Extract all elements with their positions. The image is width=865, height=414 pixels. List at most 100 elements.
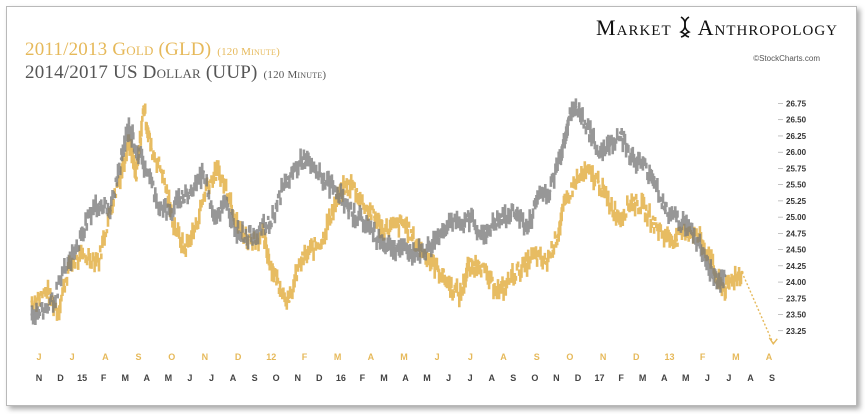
x-month-label-gold: O bbox=[566, 352, 573, 362]
gold-point bbox=[320, 238, 325, 242]
projection-arrowhead bbox=[768, 337, 778, 345]
gold-point bbox=[458, 293, 462, 297]
gold-point bbox=[160, 170, 164, 174]
usd-point bbox=[30, 312, 34, 317]
usd-point bbox=[224, 202, 228, 206]
stockcharts-credit: ©StockCharts.com bbox=[753, 54, 820, 63]
x-month-label-usd: A bbox=[747, 373, 754, 383]
x-month-label-usd: M bbox=[682, 373, 690, 383]
x-month-label-gold: D bbox=[235, 352, 242, 362]
gold-point bbox=[268, 260, 272, 265]
brand-right: Anthropology bbox=[697, 15, 838, 40]
usd-point bbox=[391, 244, 395, 248]
usd-point bbox=[190, 189, 194, 193]
x-month-label-gold: M bbox=[732, 352, 740, 362]
gold-point bbox=[373, 215, 377, 219]
gold-point bbox=[380, 228, 384, 232]
usd-point bbox=[268, 222, 272, 226]
chart-plot: 23.25 23.50 23.75 24.00 24.25 24.50 24.75 25.00… bbox=[30, 98, 807, 383]
x-month-label-gold: M bbox=[400, 352, 408, 362]
usd-point bbox=[641, 163, 645, 167]
plot-area bbox=[30, 98, 778, 345]
usd-point bbox=[335, 189, 340, 193]
usd-point bbox=[145, 170, 150, 174]
x-month-label-gold: A bbox=[766, 352, 773, 362]
usd-point bbox=[715, 280, 720, 284]
usd-point bbox=[235, 228, 239, 232]
x-month-label-gold: F bbox=[302, 352, 308, 362]
x-month-label-usd: A bbox=[661, 373, 668, 383]
gold-point bbox=[585, 170, 589, 174]
x-axis-months-usd: N D 15 F M A M J J A S O N D 16 F M A M J J A S O N D 17 F M A M J J A S bbox=[36, 373, 775, 383]
gold-point bbox=[183, 247, 187, 252]
usd-point bbox=[257, 228, 261, 232]
y-tick-label: 24.00 bbox=[786, 278, 807, 287]
usd-point bbox=[514, 209, 518, 213]
gold-point bbox=[477, 260, 481, 265]
y-tick-label: 24.75 bbox=[786, 229, 807, 238]
y-tick-label: 24.50 bbox=[786, 246, 807, 255]
x-month-label-gold: J bbox=[70, 352, 75, 362]
y-tick-label: 25.25 bbox=[786, 197, 807, 206]
gold-point bbox=[522, 264, 526, 268]
x-month-label-usd: D bbox=[57, 373, 64, 383]
usd-point bbox=[425, 247, 429, 252]
gold-point bbox=[641, 205, 645, 209]
x-month-label-usd: M bbox=[165, 373, 173, 383]
gold-point bbox=[287, 299, 291, 304]
gold-point bbox=[544, 260, 548, 265]
x-month-label-usd: A bbox=[402, 373, 409, 383]
x-month-label-usd: A bbox=[488, 373, 495, 383]
y-tick-label: 26.25 bbox=[786, 132, 807, 141]
y-tick-label: 26.00 bbox=[786, 148, 807, 157]
gold-interval: (120 Minute) bbox=[217, 46, 280, 58]
gold-point bbox=[361, 202, 366, 206]
gold-point bbox=[499, 290, 503, 294]
x-month-label-usd: S bbox=[252, 373, 258, 383]
usd-point bbox=[86, 215, 90, 219]
x-month-label-usd: D bbox=[575, 373, 582, 383]
gold-point bbox=[574, 179, 578, 184]
x-month-label-usd: J bbox=[705, 373, 710, 383]
x-month-label-usd: M bbox=[639, 373, 647, 383]
gold-point bbox=[30, 299, 34, 304]
gold-point bbox=[402, 222, 407, 226]
gold-point bbox=[533, 254, 537, 258]
x-month-label-gold: N bbox=[202, 352, 209, 362]
gold-point bbox=[227, 192, 232, 197]
x-month-label-usd: F bbox=[101, 373, 107, 383]
y-tick-label: 24.25 bbox=[786, 262, 807, 271]
gold-point bbox=[466, 267, 470, 271]
x-month-label-gold: N bbox=[600, 352, 607, 362]
x-month-label-usd: M bbox=[423, 373, 431, 383]
usd-point bbox=[97, 202, 101, 206]
dna-icon bbox=[678, 16, 691, 38]
chart-frame: Market Anthropology ©StockCharts.com 2011… bbox=[6, 6, 857, 406]
x-month-label-usd: M bbox=[121, 373, 129, 383]
x-month-label-usd: N bbox=[36, 373, 43, 383]
x-month-label-usd: J bbox=[726, 373, 731, 383]
gold-point bbox=[674, 238, 679, 242]
usd-point bbox=[447, 218, 451, 222]
usd-point bbox=[212, 215, 217, 219]
gold-point bbox=[134, 176, 138, 180]
gold-point bbox=[414, 241, 418, 245]
usd-point bbox=[596, 150, 600, 154]
gold-point bbox=[56, 309, 60, 313]
usd-point bbox=[585, 124, 589, 128]
x-month-label-usd: 16 bbox=[336, 373, 346, 383]
x-month-label-gold: O bbox=[168, 352, 175, 362]
usd-point bbox=[503, 215, 507, 219]
usd-point bbox=[380, 241, 384, 245]
gold-point bbox=[45, 290, 49, 294]
x-month-label-usd: F bbox=[618, 373, 624, 383]
usd-point bbox=[41, 309, 45, 313]
x-month-label-usd: O bbox=[273, 373, 280, 383]
gold-line bbox=[30, 103, 743, 321]
gold-point bbox=[194, 225, 198, 229]
y-tick-label: 23.50 bbox=[786, 311, 807, 320]
usd-point bbox=[630, 157, 634, 161]
x-month-label-gold: S bbox=[136, 352, 142, 362]
x-month-label-usd: J bbox=[446, 373, 451, 383]
usd-point bbox=[618, 131, 623, 135]
